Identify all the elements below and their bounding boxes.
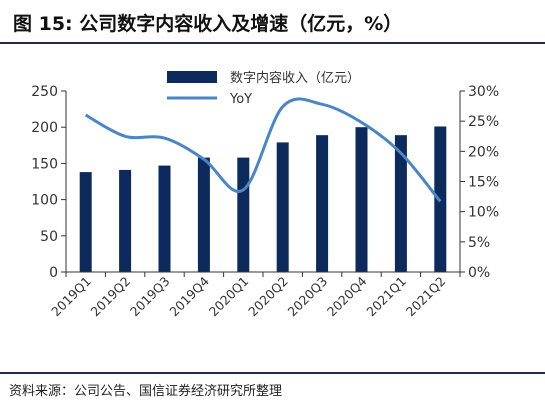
legend-bar-label: 数字内容收入（亿元） [230, 70, 360, 86]
right-tick-label: 25% [468, 114, 499, 130]
bar [79, 172, 92, 272]
bar [237, 157, 250, 272]
x-tick-label: 2020Q2 [245, 274, 291, 320]
x-tick-label: 2021Q2 [403, 274, 449, 320]
bar [197, 157, 210, 272]
right-tick-label: 5% [468, 235, 490, 251]
bar [119, 169, 132, 272]
bar [158, 165, 171, 272]
left-tick-label: 100 [31, 193, 58, 209]
x-tick-label: 2020Q1 [206, 274, 252, 320]
right-tick-label: 30% [468, 84, 499, 100]
legend: 数字内容收入（亿元） YoY [167, 70, 360, 107]
right-tick-label: 15% [468, 175, 499, 191]
right-y-axis: 0% 5% 10% 15% 20% 25% 30% [459, 84, 499, 281]
x-axis: 2019Q12019Q22019Q32019Q42020Q12020Q22020… [48, 271, 461, 320]
left-tick-label: 50 [40, 229, 58, 245]
yoy-line-series [84, 97, 442, 203]
bar [316, 135, 329, 272]
x-tick-label: 2019Q2 [88, 274, 134, 320]
x-tick-label: 2021Q1 [363, 274, 409, 320]
x-tick-label: 2019Q4 [166, 273, 212, 319]
x-tick-label: 2020Q3 [285, 274, 331, 320]
right-tick-label: 0% [468, 265, 490, 281]
legend-line-label: YoY [229, 92, 252, 107]
yoy-line [84, 97, 442, 203]
figure-title: 图 15: 公司数字内容收入及增速（亿元，%） [13, 13, 403, 35]
x-tick-label: 2019Q3 [127, 274, 173, 320]
right-tick-label: 10% [468, 205, 499, 221]
bar-series [79, 126, 447, 272]
right-tick-label: 20% [468, 144, 499, 160]
left-tick-label: 200 [31, 120, 58, 136]
source-bar: 资料来源：公司公告、国信证券经济研究所整理 [0, 372, 545, 402]
source-note: 资料来源：公司公告、国信证券经济研究所整理 [9, 384, 283, 399]
bar [276, 142, 289, 272]
x-tick-label: 2020Q4 [324, 273, 370, 319]
title-bar: 图 15: 公司数字内容收入及增速（亿元，%） [0, 0, 545, 44]
legend-bar-swatch [167, 71, 217, 83]
left-tick-label: 0 [49, 265, 58, 281]
left-y-axis: 0 50 100 150 200 250 [31, 84, 67, 281]
chart: 数字内容收入（亿元） YoY 0 50 100 150 200 250 0% 5% 10% 15… [31, 70, 499, 320]
left-tick-label: 250 [31, 84, 58, 100]
left-tick-label: 150 [31, 156, 58, 172]
bar [394, 135, 407, 272]
bar [355, 127, 368, 272]
